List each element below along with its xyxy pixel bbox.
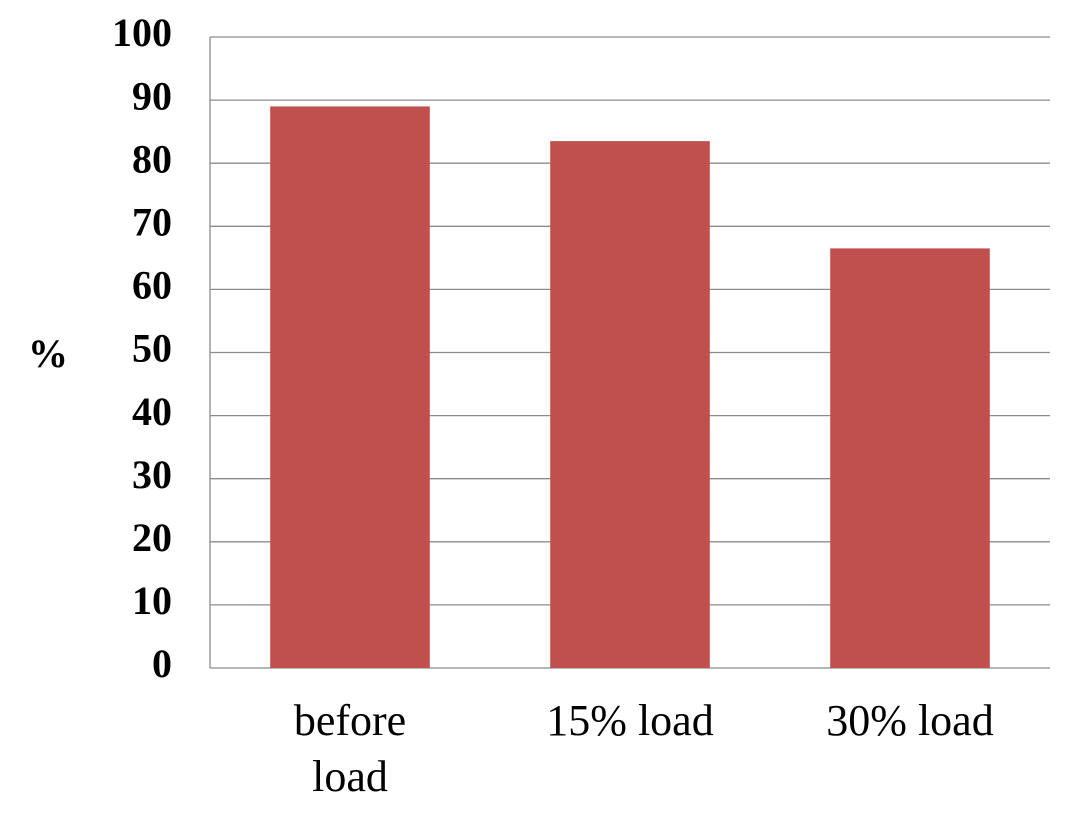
y-tick-label: 30 xyxy=(132,452,172,497)
y-axis-label: % xyxy=(28,331,68,376)
y-tick-label: 100 xyxy=(112,10,172,55)
y-tick-label: 10 xyxy=(132,578,172,623)
bar xyxy=(830,248,990,668)
y-tick-label: 0 xyxy=(152,641,172,686)
y-tick-label: 40 xyxy=(132,389,172,434)
x-tick-label: 30% load xyxy=(826,696,994,745)
y-tick-label: 20 xyxy=(132,515,172,560)
y-tick-label: 60 xyxy=(132,263,172,308)
y-tick-label: 80 xyxy=(132,136,172,181)
y-tick-label: 70 xyxy=(132,199,172,244)
y-tick-label: 90 xyxy=(132,73,172,118)
y-tick-label: 50 xyxy=(132,326,172,371)
bar xyxy=(550,141,710,669)
bar xyxy=(270,106,430,668)
x-tick-label: 15% load xyxy=(546,696,714,745)
x-tick-label: before load xyxy=(293,696,407,801)
